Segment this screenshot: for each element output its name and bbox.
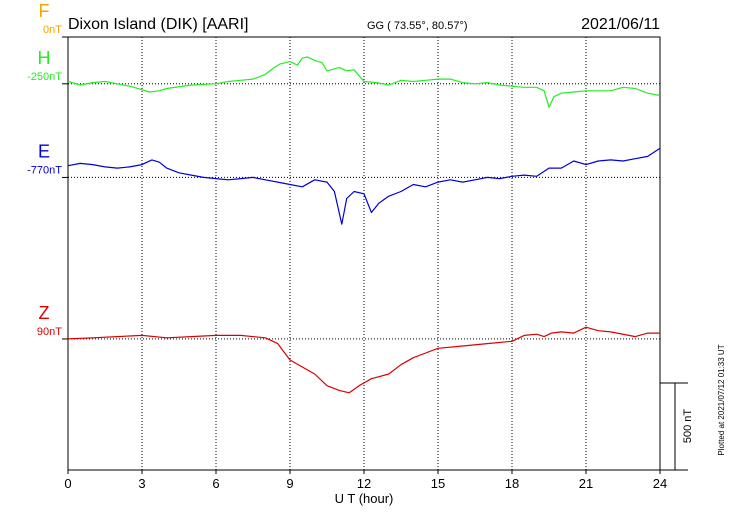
x-tick-label: 3 <box>138 476 145 491</box>
channel-name-F: F <box>39 1 50 21</box>
series-line-E <box>67 147 661 225</box>
x-tick-label: 24 <box>653 476 667 491</box>
station-title: Dixon Island (DIK) [AARI] <box>68 16 249 33</box>
channel-name-H: H <box>38 48 51 68</box>
x-tick-label: 12 <box>357 476 371 491</box>
x-axis-ticks: 0 3 6 9 12 15 18 21 24 <box>64 470 667 491</box>
series-line-H <box>67 56 661 108</box>
scale-bar: 500 nT <box>660 382 694 471</box>
x-tick-label: 6 <box>212 476 219 491</box>
plotted-timestamp: Plotted at 2021/07/12 01:33 UT <box>717 344 726 455</box>
channel-offset-F: 0nT <box>43 24 62 36</box>
scale-bar-label: 500 nT <box>682 409 694 444</box>
x-tick-label: 18 <box>505 476 519 491</box>
channel-name-Z: Z <box>39 303 50 323</box>
channel-labels: F 0nT H -250nT E -770nT Z 90nT <box>27 1 62 338</box>
series-line-Z <box>67 326 660 394</box>
x-tick-label: 21 <box>579 476 593 491</box>
x-tick-label: 9 <box>286 476 293 491</box>
x-tick-label: 0 <box>64 476 71 491</box>
x-axis-label: U T (hour) <box>335 491 394 506</box>
channel-name-E: E <box>38 141 50 161</box>
x-tick-label: 15 <box>431 476 445 491</box>
station-coordinates: GG ( 73.55°, 80.57°) <box>367 20 468 32</box>
channel-offset-Z: 90nT <box>37 326 62 338</box>
series-group <box>67 56 661 394</box>
channel-offset-H: -250nT <box>27 71 62 83</box>
channel-offset-E: -770nT <box>27 164 62 176</box>
grid-lines <box>62 36 660 470</box>
date-label: 2021/06/11 <box>581 16 660 33</box>
